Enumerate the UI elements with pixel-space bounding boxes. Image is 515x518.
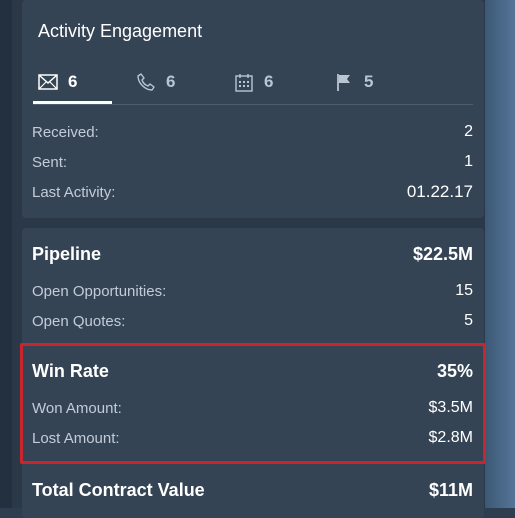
open-opportunities-value: 15 <box>455 282 473 299</box>
sent-value: 1 <box>464 153 473 170</box>
lost-amount-row: Lost Amount: $2.8M <box>32 427 473 449</box>
open-opportunities-row: Open Opportunities: 15 <box>32 280 473 302</box>
total-contract-label: Total Contract Value <box>32 479 205 500</box>
tab-calendar[interactable]: 6 <box>233 60 273 104</box>
pipeline-value: $22.5M <box>412 243 473 264</box>
win-rate-label: Win Rate <box>32 360 109 381</box>
activity-engagement-card: Activity Engagement 6 6 <box>22 0 484 218</box>
won-amount-row: Won Amount: $3.5M <box>32 397 473 419</box>
active-tab-indicator <box>33 101 112 104</box>
left-background <box>0 0 12 508</box>
won-amount-label: Won Amount: <box>32 399 122 417</box>
last-activity-row: Last Activity: 01.22.17 <box>32 181 473 203</box>
total-contract-header[interactable]: Total Contract Value $11M <box>32 477 473 503</box>
lost-amount-label: Lost Amount: <box>32 429 120 447</box>
phone-icon <box>135 71 157 93</box>
tab-phone-count: 6 <box>166 72 176 91</box>
activity-engagement-title: Activity Engagement <box>38 21 203 41</box>
sent-row: Sent: 1 <box>32 151 473 173</box>
tab-flag[interactable]: 5 <box>333 60 373 104</box>
calendar-icon <box>233 71 255 93</box>
sent-label: Sent: <box>32 153 68 171</box>
pipeline-header[interactable]: Pipeline $22.5M <box>32 241 473 267</box>
flag-icon <box>333 71 355 93</box>
tab-phone[interactable]: 6 <box>135 60 175 104</box>
win-rate-value: 35% <box>436 360 473 381</box>
activity-tabs: 6 6 <box>22 60 484 104</box>
tab-email[interactable]: 6 <box>37 60 77 104</box>
win-rate-highlight-box <box>20 343 486 464</box>
tab-flag-count: 5 <box>364 72 374 91</box>
last-activity-value: 01.22.17 <box>406 182 473 201</box>
open-quotes-row: Open Quotes: 5 <box>32 310 473 332</box>
win-rate-header[interactable]: Win Rate 35% <box>32 358 473 384</box>
mail-icon <box>37 71 59 93</box>
total-contract-value: $11M <box>428 479 473 500</box>
pipeline-card: Pipeline $22.5M Open Opportunities: 15 O… <box>22 228 484 518</box>
received-row: Received: 2 <box>32 121 473 143</box>
open-opportunities-label: Open Opportunities: <box>32 282 167 300</box>
received-label: Received: <box>32 123 99 141</box>
lost-amount-value: $2.8M <box>428 429 473 446</box>
open-quotes-value: 5 <box>464 312 473 329</box>
received-value: 2 <box>464 123 473 140</box>
won-amount-value: $3.5M <box>428 399 473 416</box>
tab-calendar-count: 6 <box>264 72 274 91</box>
pipeline-label: Pipeline <box>32 243 102 264</box>
open-quotes-label: Open Quotes: <box>32 312 126 330</box>
tab-divider <box>33 104 473 105</box>
right-background <box>485 0 515 508</box>
tab-email-count: 6 <box>68 72 78 91</box>
last-activity-label: Last Activity: <box>32 183 116 201</box>
